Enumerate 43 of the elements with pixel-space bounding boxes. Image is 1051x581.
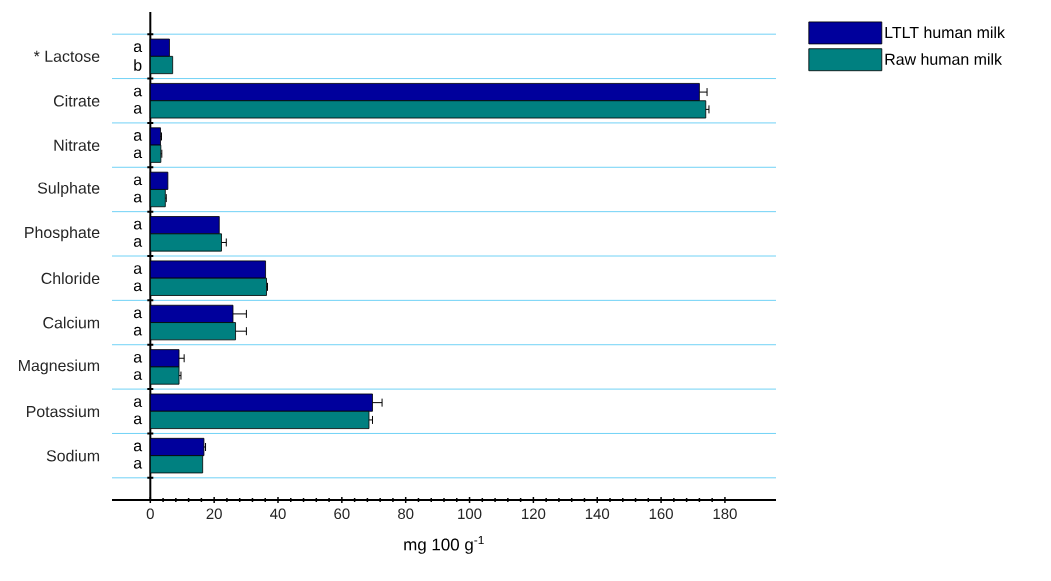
data-label: b [134,59,142,71]
y-tick-label: Calcium [43,316,100,329]
data-label: a [133,442,143,452]
data-label: a [133,220,143,230]
data-label: a [133,238,143,247]
data-label: a [133,326,143,336]
legend-label: Raw human milk [885,53,1002,65]
data-label: a [133,87,143,97]
data-label: a [133,149,143,159]
y-tick-label: Sodium [46,449,100,462]
x-tick-label: 180 [713,508,737,520]
x-tick-label: 40 [270,508,286,520]
y-tick-label: Chloride [41,272,100,285]
x-tick-label: 0 [146,508,154,520]
x-axis-title: mg 100 g$^{-1}$ [404,535,484,554]
y-tick-label: Phosphate [25,226,100,242]
x-tick-label: 120 [522,508,546,520]
y-tick-label: * Lactose [33,50,100,62]
y-tick-label: Potassium [27,405,100,418]
x-tick-label: 100 [458,508,482,520]
data-label: a [133,415,143,425]
data-label: a [133,459,143,469]
data-label: a [133,282,143,292]
data-label: a [133,371,143,380]
x-tick-label: 160 [649,508,673,520]
data-label: a [133,353,143,363]
y-tick-label: Magnesium [19,359,100,375]
legend-label: LTLT human milk [885,26,1005,39]
y-tick-label: Citrate [53,94,100,107]
x-tick-label: 140 [585,508,610,520]
x-tick-label: 20 [206,508,222,520]
data-label: a [133,309,143,319]
data-label: a [133,176,143,186]
data-label: a [133,43,143,53]
data-label: a [133,265,143,274]
data-label: a [133,105,143,114]
y-tick-label: Sulphate [37,182,100,197]
x-tick-label: 80 [398,508,414,520]
data-label: a [133,132,143,141]
y-tick-label: Nitrate [54,139,100,151]
data-label: a [133,398,143,407]
x-tick-label: 60 [334,508,350,520]
data-label: a [133,193,143,203]
